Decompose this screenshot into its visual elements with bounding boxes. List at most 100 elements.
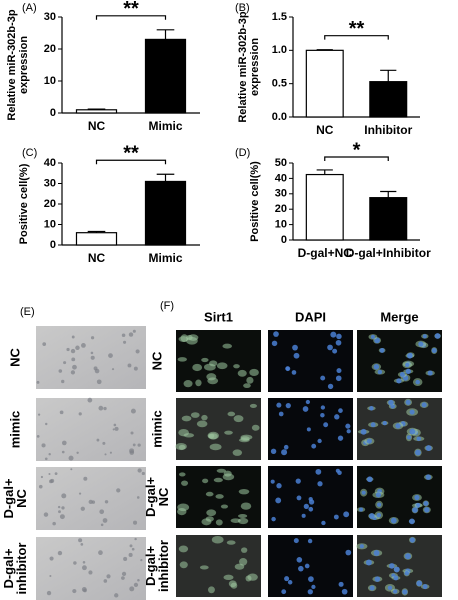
nucleus [281,589,287,595]
cell [41,443,46,448]
cell [133,366,138,371]
cell [114,593,119,598]
cell [128,552,133,557]
cell [186,334,193,341]
cell [88,570,93,575]
x-tick-label: Inhibitor [364,123,412,137]
cell [199,565,209,570]
cell [136,496,140,499]
cell [133,582,139,588]
nucleus [345,549,352,556]
cell [36,435,40,438]
cell [91,500,96,504]
cell [103,579,108,583]
nucleus [402,589,408,595]
nucleus [382,420,387,426]
nucleus [304,563,310,569]
nucleus [327,344,333,351]
nucleus [404,553,411,560]
cell [49,556,54,561]
cell [78,412,82,416]
cell [129,586,135,592]
y-tick-label: 10 [44,75,56,87]
nucleus [418,341,424,347]
nucleus [341,588,348,595]
nucleus [416,502,421,508]
cell [132,329,136,333]
nucleus [406,352,413,359]
nucleus [366,476,373,483]
micrograph [268,535,353,597]
column-label: Merge [380,309,418,324]
cell [45,422,48,426]
cell [133,520,138,525]
significance-bracket [95,15,167,20]
cell [130,431,134,435]
nucleus [335,339,342,346]
cell [81,565,87,571]
cell [71,357,76,362]
cell [59,514,65,520]
row-label: NC [149,351,164,370]
micrograph [268,330,353,392]
cell [123,556,128,561]
y-tick-label: 1.0 [272,44,287,56]
cell [96,438,100,442]
y-tick-label: 30 [275,188,287,200]
nucleus [315,468,322,475]
y-axis-label: Positive cell(%) [249,161,261,242]
nucleus [369,406,374,411]
cell [76,451,79,454]
nucleus [343,511,350,518]
row-label: inhibitor [156,540,171,592]
cell [177,503,190,512]
micrograph [176,398,261,460]
cell [131,547,135,551]
cell [49,479,53,484]
cell [73,561,77,565]
cell [177,357,187,362]
cell [59,410,64,415]
cell [239,557,248,566]
cell [205,516,214,522]
cell [102,441,106,445]
cell [109,451,112,454]
cell [98,405,104,411]
nucleus [421,402,427,408]
cell [213,477,223,483]
cell [132,443,136,447]
nucleus [409,428,416,435]
cell [46,590,52,596]
y-tick-label: 50 [275,157,287,169]
bar [75,232,118,246]
row-label: D-gal+ [143,477,158,518]
cell [246,376,254,384]
nucleus [317,438,322,444]
cell [78,492,82,495]
micrograph [36,537,146,600]
cell [61,450,65,454]
cell [128,332,134,337]
nucleus [273,331,279,337]
cell [137,443,141,447]
panel-label: (C) [22,147,37,159]
nucleus [317,481,323,487]
cell [249,368,259,377]
row-label: mimic [7,411,22,449]
cell [68,455,74,461]
nucleus [395,423,401,429]
nucleus [377,369,383,375]
significance-label: ** [349,18,365,40]
cell [238,438,250,443]
panel-label: (F) [160,300,174,312]
nucleus [424,507,430,513]
panel-label: (D) [235,147,250,159]
nucleus [292,344,298,351]
nucleus [285,402,291,409]
cell [237,517,249,525]
cell [129,448,135,454]
significance-label: ** [123,143,139,165]
row-label: D-gal+ [1,478,16,519]
cell [123,340,127,344]
nucleus [308,496,313,502]
